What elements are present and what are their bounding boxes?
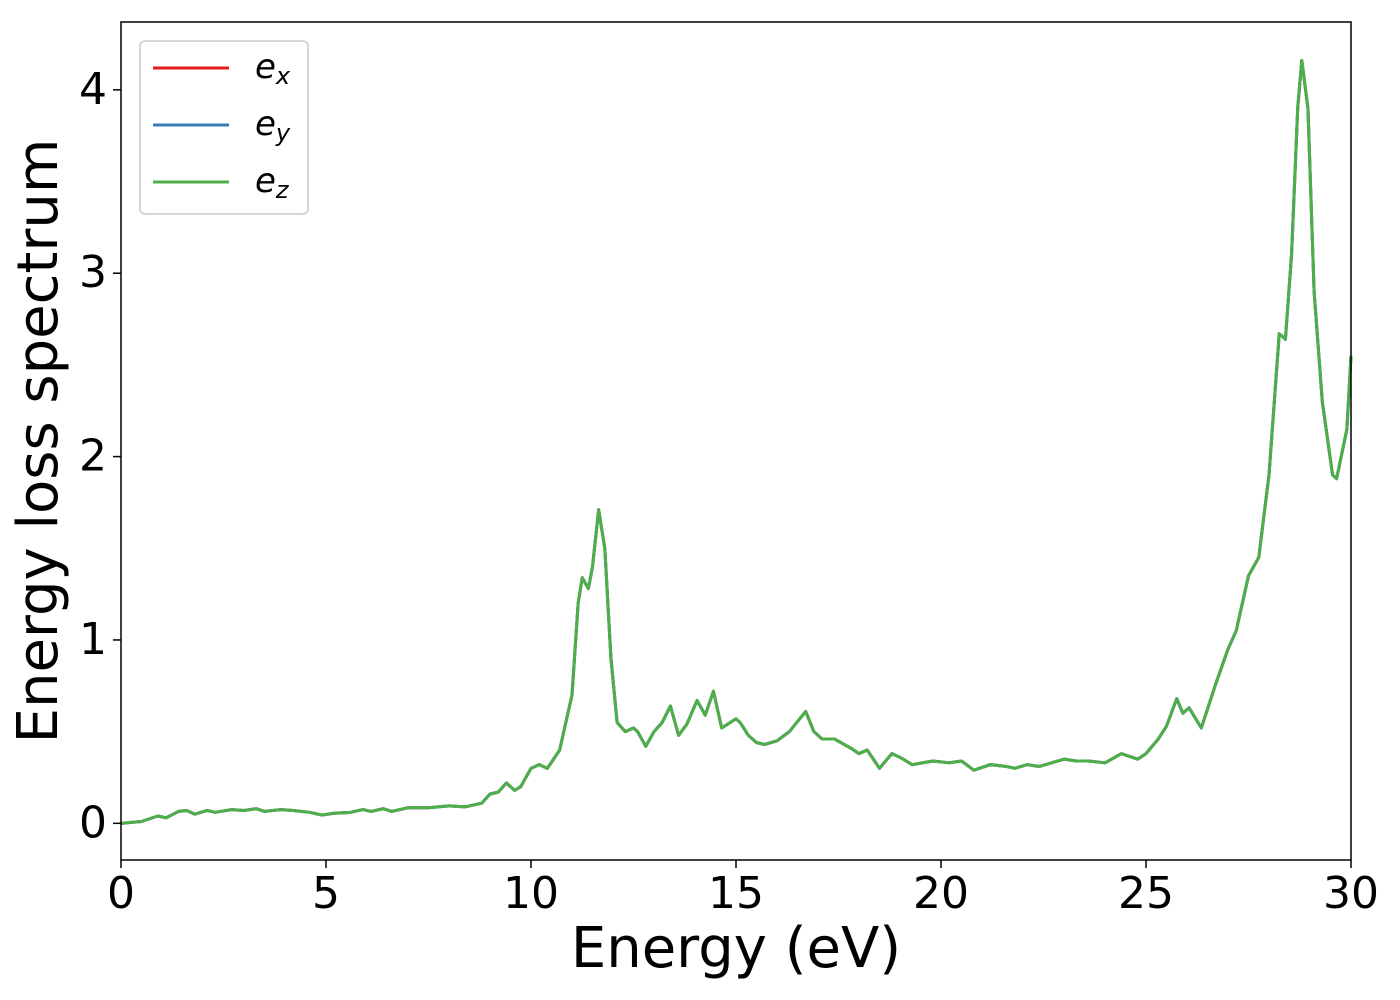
legend-box	[139, 40, 309, 215]
legend-label: ez	[255, 161, 290, 205]
x-axis-label: Energy (eV)	[571, 916, 901, 981]
y-tick-label: 0	[79, 797, 107, 848]
y-tick-label: 2	[79, 431, 107, 482]
legend-label: ex	[255, 47, 291, 91]
x-tick-label: 5	[312, 868, 340, 919]
legend-label: ey	[255, 104, 291, 148]
y-tick-label: 4	[79, 64, 107, 115]
x-tick-label: 30	[1323, 868, 1379, 919]
y-tick-label: 1	[79, 614, 107, 665]
y-axis-label: Energy loss spectrum	[6, 139, 71, 744]
y-tick-label: 3	[79, 247, 107, 298]
x-tick-label: 0	[107, 868, 135, 919]
x-tick-label: 10	[503, 868, 559, 919]
x-tick-label: 15	[708, 868, 764, 919]
series-line	[120, 59, 1353, 825]
plot-frame	[120, 21, 1352, 861]
x-tick-label: 20	[913, 868, 969, 919]
x-tick-label: 25	[1118, 868, 1174, 919]
